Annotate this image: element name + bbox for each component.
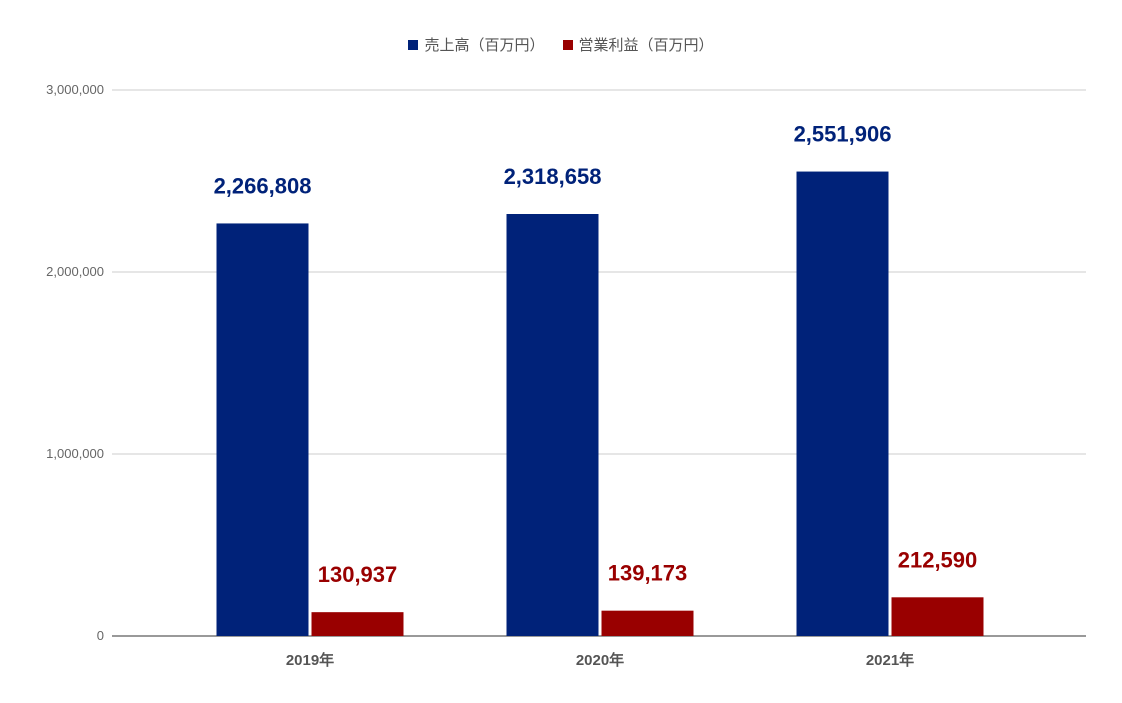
- y-tick-label: 2,000,000: [46, 264, 104, 279]
- legend-item-sales: 売上高（百万円）: [408, 34, 545, 55]
- legend-item-operating-profit: 営業利益（百万円）: [562, 34, 714, 55]
- bars: [216, 171, 984, 636]
- legend-swatch-operating-profit: [562, 39, 573, 50]
- bar-sales: [216, 223, 309, 636]
- data-label-operating-profit: 139,173: [608, 561, 688, 586]
- bar-operating-profit: [601, 610, 694, 636]
- y-tick-label: 1,000,000: [46, 446, 104, 461]
- bar-operating-profit: [311, 612, 404, 636]
- y-axis: 0 1,000,000 2,000,000 3,000,000: [46, 82, 104, 643]
- data-label-operating-profit: 212,590: [898, 547, 978, 572]
- y-tick-label: 0: [97, 628, 104, 643]
- legend-label-sales: 売上高（百万円）: [424, 37, 545, 54]
- x-axis: 2019年 2020年 2021年: [286, 651, 914, 669]
- data-label-sales: 2,318,658: [504, 164, 602, 189]
- bar-sales: [506, 214, 599, 636]
- data-labels: 2,266,808 130,937 2,318,658 139,173 2,551,90…: [214, 122, 978, 588]
- legend: 売上高（百万円） 営業利益（百万円）: [0, 34, 1122, 55]
- data-label-sales: 2,551,906: [794, 122, 892, 147]
- legend-swatch-sales: [408, 39, 419, 50]
- y-tick-label: 3,000,000: [46, 82, 104, 97]
- x-tick-label: 2021年: [866, 651, 914, 669]
- x-tick-label: 2019年: [286, 651, 334, 669]
- data-label-operating-profit: 130,937: [318, 562, 398, 587]
- data-label-sales: 2,266,808: [214, 173, 312, 198]
- legend-label-operating-profit: 営業利益（百万円）: [578, 37, 714, 54]
- x-tick-label: 2020年: [576, 651, 624, 669]
- bar-sales: [796, 171, 889, 636]
- bar-operating-profit: [891, 597, 984, 636]
